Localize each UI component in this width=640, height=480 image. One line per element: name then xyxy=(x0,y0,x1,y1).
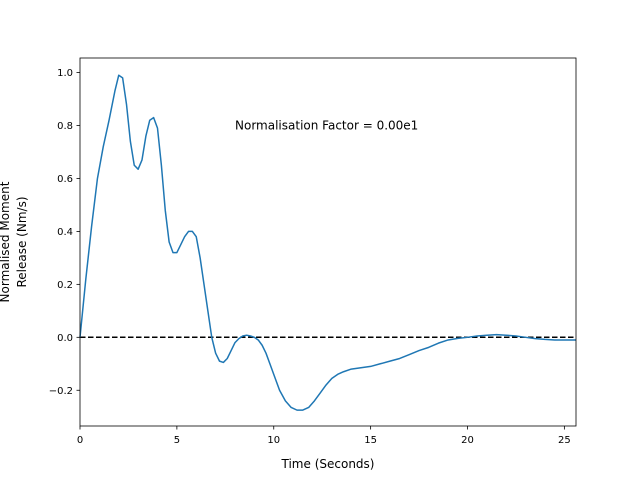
normalisation-annotation: Normalisation Factor = 0.00e1 xyxy=(235,119,418,133)
x-tick-label: 20 xyxy=(461,435,474,446)
y-tick-label: 0.4 xyxy=(57,227,73,238)
x-tick-label: 25 xyxy=(558,435,571,446)
series-line xyxy=(79,74,576,411)
y-axis-label-line-2: Release (Nm/s) xyxy=(15,196,29,287)
y-tick-label: 0.6 xyxy=(57,174,73,185)
y-tick-label: 0.8 xyxy=(57,121,73,132)
x-tick-label: 15 xyxy=(364,435,377,446)
x-tick-label: 10 xyxy=(267,435,280,446)
axes-frame xyxy=(79,57,577,427)
x-tick-label: 5 xyxy=(174,435,180,446)
y-axis-ticks: −0.2 0.0 0.2 0.4 0.6 0.8 1.0 xyxy=(49,68,80,397)
y-axis-label: Normalised Moment Release (Nm/s) xyxy=(0,181,29,302)
x-axis-ticks: 0 5 10 15 20 25 xyxy=(77,426,571,446)
plot-area xyxy=(79,74,576,411)
y-tick-label: 0.2 xyxy=(57,280,73,291)
x-tick-label: 0 xyxy=(77,435,83,446)
y-tick-label: 1.0 xyxy=(57,68,73,79)
y-tick-label: 0.0 xyxy=(57,333,73,344)
x-axis-label: Time (Seconds) xyxy=(281,457,375,471)
y-tick-label: −0.2 xyxy=(49,386,73,397)
y-axis-label-line-1: Normalised Moment xyxy=(0,181,12,302)
